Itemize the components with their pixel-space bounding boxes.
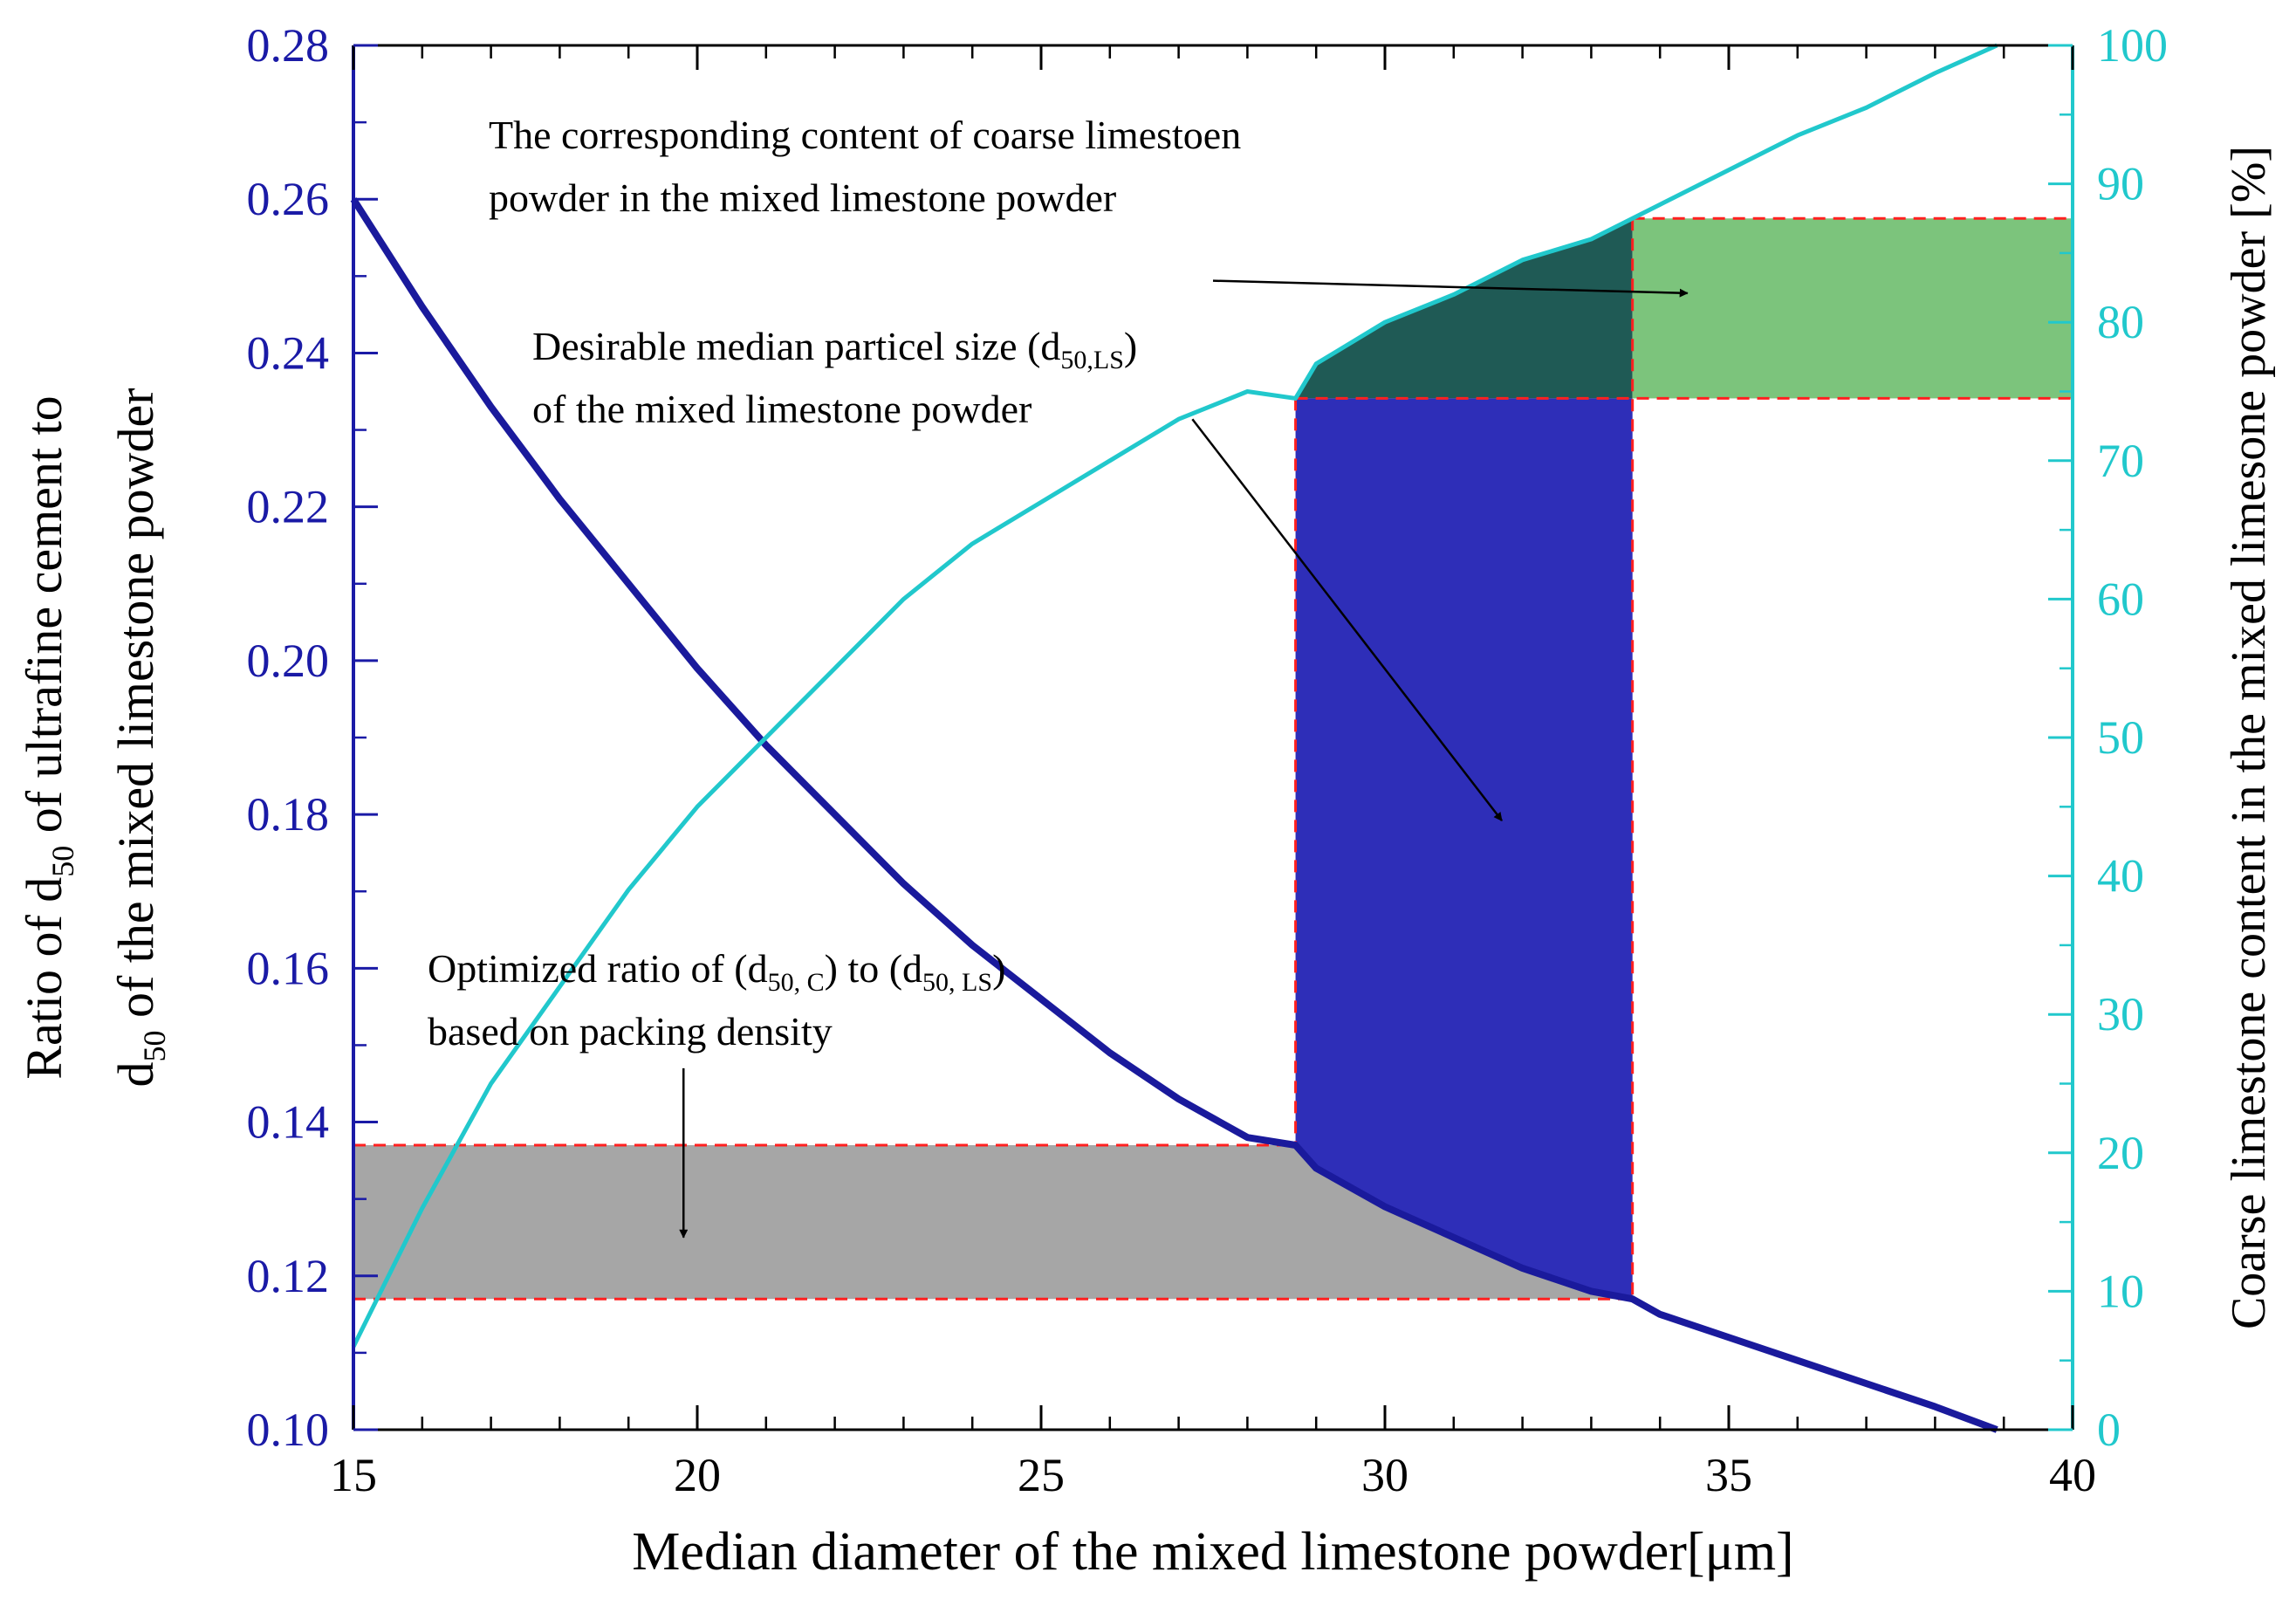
annotation-content: The corresponding content of coarse lime… [489, 113, 1241, 220]
ratio-curve [350, 197, 1998, 1433]
x-tick-label: 35 [1705, 1449, 1752, 1501]
annotation-text: ) [992, 946, 1005, 991]
y-left-label-line1: Ratio of d50 of ultrafine cement to [16, 395, 80, 1079]
y-left-tick-label: 0.26 [247, 173, 330, 225]
label-text: of the mixed limestone powder [107, 388, 164, 1030]
green-band [1632, 218, 2073, 399]
x-tick-label: 20 [674, 1449, 721, 1501]
y-left-tick-label: 0.16 [247, 942, 330, 994]
x-tick-label: 30 [1361, 1449, 1408, 1501]
annotation-size: Desirable median particel size (d50,LS) o… [532, 324, 1137, 431]
subscript: 50 [137, 1031, 172, 1062]
annotation-ratio: Optimized ratio of (d50, C) to (d50, LS)… [428, 946, 1005, 1054]
y-left-tick-label: 0.14 [247, 1096, 330, 1149]
y-right-tick-label: 60 [2097, 573, 2144, 625]
x-tick-label: 40 [2049, 1449, 2096, 1501]
annotation-content-line: The corresponding content of coarse lime… [489, 113, 1241, 157]
y-right-tick-label: 80 [2097, 296, 2144, 348]
label-text: of ultrafine cement to [16, 395, 72, 845]
annotation-ratio-line: Optimized ratio of (d50, C) to (d50, LS) [428, 946, 1005, 997]
y-left-tick-label: 0.22 [247, 481, 330, 533]
y-right-tick-label: 90 [2097, 158, 2144, 210]
y-left-tick-label: 0.12 [247, 1250, 330, 1302]
shaded-regions [353, 216, 2073, 1301]
annotation-text: ) to (d [825, 946, 922, 991]
y-right-tick-label: 70 [2097, 435, 2144, 487]
blue-band [1295, 398, 1633, 1300]
x-axis-label: Median diameter of the mixed limestone p… [632, 1522, 1793, 1582]
label-text: d [107, 1062, 164, 1088]
label-text: Ratio of d [16, 877, 72, 1080]
y-right-tick-label: 20 [2097, 1127, 2144, 1179]
annotation-text: The corresponding content of coarse lime… [489, 113, 1241, 157]
annotation-content-line: powder in the mixed limestone powder [489, 175, 1116, 220]
annotations: The corresponding content of coarse lime… [428, 113, 1689, 1239]
y-right-tick-label: 0 [2097, 1404, 2121, 1456]
y-left-label-line2: d50 of the mixed limestone powder [107, 388, 172, 1087]
y-right-label-text: Coarse limestone content in the mixed li… [2222, 146, 2276, 1329]
y-left-tick-label: 0.20 [247, 635, 330, 687]
annotation-text: powder in the mixed limestone powder [489, 175, 1116, 220]
y-left-tick-label: 0.10 [247, 1404, 330, 1456]
gray-band [353, 1144, 1633, 1300]
annotation-text: Optimized ratio of (d [428, 946, 768, 991]
annotation-text: based on packing density [428, 1009, 833, 1054]
y-right-tick-label: 30 [2097, 988, 2144, 1040]
y-right-tick-label: 100 [2097, 19, 2168, 72]
annotation-text: of the mixed limestone powder [532, 387, 1031, 431]
annotation-text: ) [1124, 324, 1137, 368]
y-right-axis-label: Coarse limestone content in the mixed li… [2222, 146, 2276, 1329]
curves [350, 43, 1998, 1433]
annotation-ratio-line: based on packing density [428, 1009, 833, 1054]
dark-green-region [1295, 218, 1633, 399]
y-left-tick-label: 0.24 [247, 326, 330, 379]
y-right-tick-label: 10 [2097, 1265, 2144, 1317]
subscript: 50, C [768, 968, 825, 997]
annotation-size-line: Desirable median particel size (d50,LS) [532, 324, 1137, 374]
y-right-tick-label: 40 [2097, 850, 2144, 903]
x-tick-label: 25 [1018, 1449, 1065, 1501]
y-right-tick-label: 50 [2097, 711, 2144, 764]
content-curve [351, 43, 1998, 1348]
axes: 15 20 25 30 35 40 0.10 0.12 0.14 0.16 0.18 0.20 0.22… [16, 19, 2276, 1582]
subscript: 50 [45, 846, 80, 877]
y-left-tick-label: 0.28 [247, 19, 330, 72]
content-arrow [1212, 279, 1689, 298]
size-arrow [1191, 418, 1503, 821]
subscript: 50, LS [922, 968, 992, 997]
y-left-tick-label: 0.18 [247, 788, 330, 841]
annotation-text: Desirable median particel size (d [532, 324, 1060, 368]
annotation-size-line: of the mixed limestone powder [532, 387, 1031, 431]
x-tick-label: 15 [330, 1449, 377, 1501]
subscript: 50,LS [1060, 346, 1124, 374]
